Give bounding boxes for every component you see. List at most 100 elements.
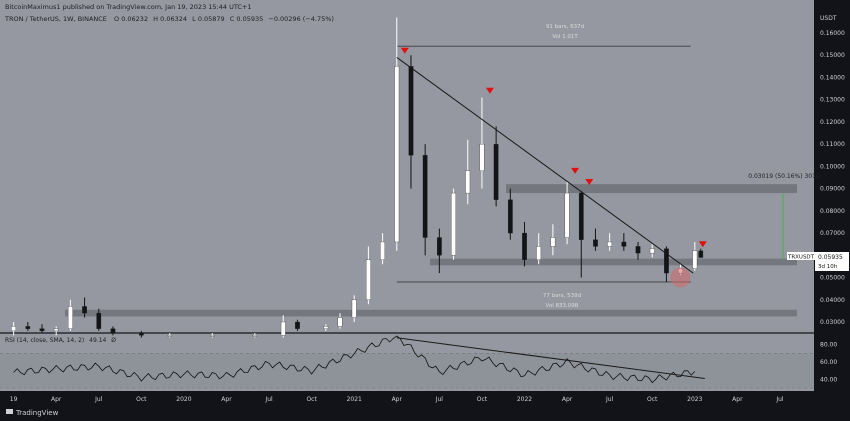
candle-body [451,192,456,256]
current-price-label [787,252,815,260]
price-tick-label: 0.14000 [820,74,845,81]
support-zone [430,258,797,266]
candle-body [209,335,215,337]
brand-name: TradingView [15,409,59,417]
rsi-tick-label: 40.00 [820,376,837,383]
candle-body [593,239,598,247]
candle-body [53,328,59,332]
candle-body [507,199,513,234]
bottom-range-bars: 77 bars, 539d [543,293,581,299]
candle-body [698,250,704,258]
candle-body [437,237,442,256]
price-tick-label: 0.11000 [820,141,845,148]
red-marker [571,167,580,174]
candle-body [11,326,16,332]
candle-body [465,170,471,194]
publisher-line: BitcoinMaximus1 published on TradingView… [5,3,252,11]
rsi-pane: 80.00 60.00 40.00 [0,335,837,389]
ohlc-close: 0.05935 [236,15,263,23]
rsi-band [0,353,814,388]
candle-body [110,328,116,334]
candle-body [68,306,73,329]
price-tick-label: 0.13000 [820,97,845,104]
candle-body [635,246,641,254]
red-marker [400,47,409,54]
time-tick-label: 2021 [347,396,362,403]
price-tick-label: 0.16000 [820,30,845,37]
time-tick-label: Jul [775,396,784,403]
candle-body [351,299,357,318]
time-tick-label: Apr [51,396,62,403]
time-tick-label: Jul [94,396,103,403]
range-lines [396,45,691,283]
current-symbol: TRXUSDT [787,255,815,261]
candle-body [621,241,627,247]
time-tick-label: Jul [264,396,273,403]
price-tick-label: 0.10000 [820,163,845,170]
candle-body [422,155,428,238]
red-marker [585,178,594,185]
support-zones [65,184,797,317]
time-tick-label: Oct [647,396,658,403]
price-tick-label: 0.03000 [820,319,845,326]
measure-label: 0.03019 (50.16%) 3019 [748,173,820,180]
price-axis-unit: USDT [820,15,837,22]
rsi-value: 49.14 [89,337,106,344]
candle-body [252,335,258,337]
support-zone [506,184,797,194]
candle-body [692,250,698,269]
time-axis-background [0,391,850,421]
candle-body [550,237,556,247]
resistance-trendline [396,57,694,274]
red-marker [698,241,707,248]
time-tick-label: Apr [562,396,573,403]
highlight-circle [670,267,691,288]
time-tick-label: 2022 [517,396,532,403]
rsi-tick-label: 60.00 [820,359,837,366]
candle-body [536,246,542,260]
red-marker [485,87,494,94]
time-tick-label: Jul [605,396,614,403]
ohlc-close-label: C [230,15,235,23]
candle-body [408,66,414,156]
ohlc-change: −0.00296 (−4.75%) [268,15,334,23]
price-tick-label: 0.12000 [820,119,845,126]
tradingview-logo: TradingView [6,409,59,417]
price-tick-label: 0.09000 [820,186,845,193]
price-axis-background [814,0,850,421]
ohlc-low-label: L [192,15,196,23]
symbol-line: TRON / TetherUS, 1W, BINANCE [4,15,107,23]
ohlc-open: 0.06232 [121,15,148,23]
candle-body [280,321,286,336]
candle-body [394,66,400,243]
candlestick-series [11,17,704,338]
rsi-value-2: Ø [111,337,116,344]
candle-body [578,192,584,240]
candle-body [25,326,31,329]
ohlc-high-label: H [153,15,158,23]
time-tick-label: Apr [221,396,232,403]
top-markers [400,47,707,288]
price-tick-label: 0.04000 [820,297,845,304]
candle-body [522,232,527,260]
candle-body [380,241,385,260]
rsi-legend: RSI (14, close, SMA, 14, 2) 49.14 Ø [5,337,116,344]
time-tick-label: Oct [477,396,488,403]
candle-body [39,328,45,332]
support-zone [65,309,797,317]
candle-body [337,317,343,327]
candle-body [295,321,300,329]
ohlc-high: 0.06324 [160,15,187,23]
rsi-legend-text: RSI (14, close, SMA, 14, 2) [5,337,84,344]
candle-body [138,332,144,336]
rsi-tick-label: 80.00 [820,342,837,349]
top-range-volume: Vol 1.01T [552,34,578,40]
candle-body [664,248,669,274]
trendline [396,57,694,274]
candle-body [649,248,655,254]
price-tick-label: 0.08000 [820,208,845,215]
price-tick-label: 0.15000 [820,52,845,59]
rsi-line [13,335,696,384]
candle-body [493,144,499,200]
